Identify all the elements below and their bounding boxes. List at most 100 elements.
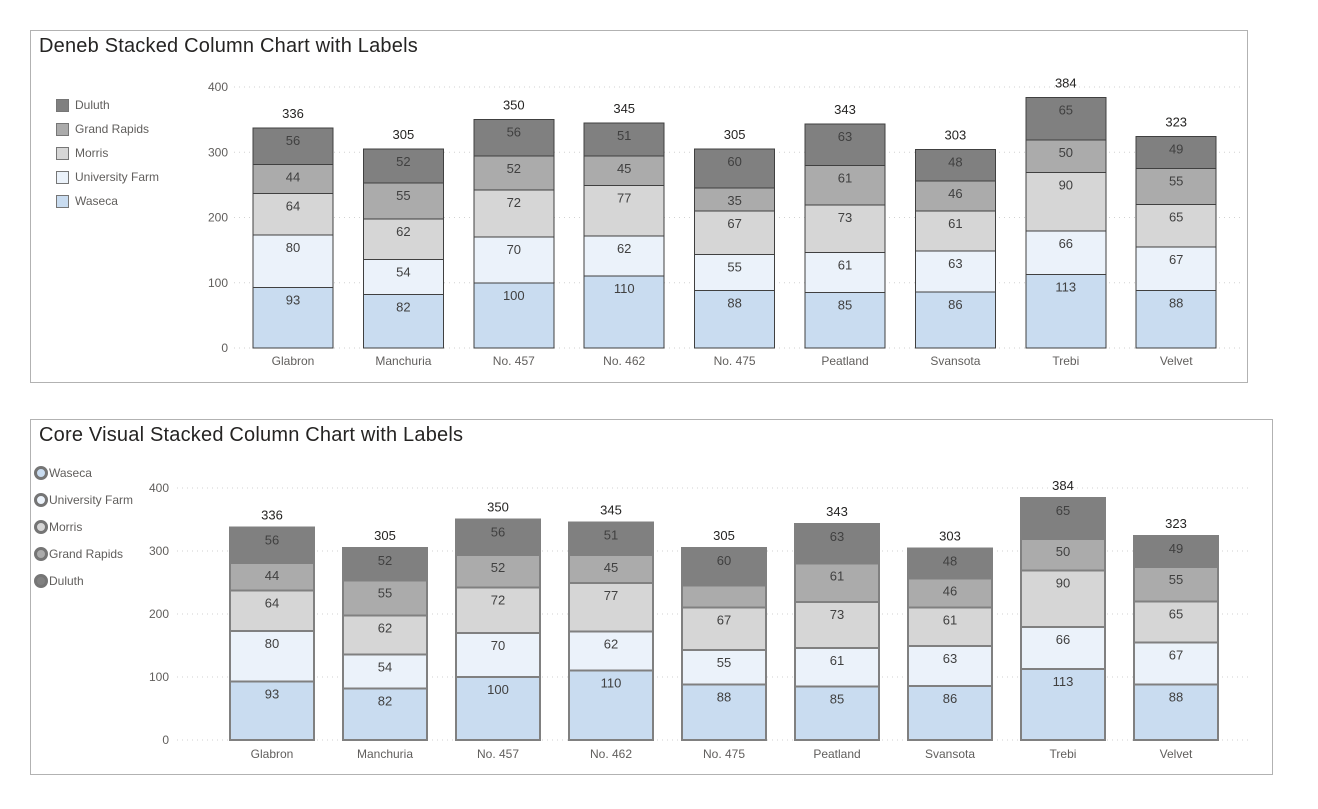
legend-circle-icon xyxy=(34,547,48,561)
bar-segment-duluth-no-457[interactable] xyxy=(473,119,555,157)
bar-segment-waseca-no-462[interactable] xyxy=(583,275,665,349)
bar-segment-waseca-velvet[interactable] xyxy=(1133,683,1219,741)
bar-segment-waseca-no-475[interactable] xyxy=(694,290,776,349)
segment-label: 80 xyxy=(286,240,300,255)
segment-label: 82 xyxy=(378,693,392,708)
bar-segment-waseca-no-457[interactable] xyxy=(473,282,555,349)
bar-segment-university-farm-velvet[interactable] xyxy=(1133,641,1219,686)
bar-segment-morris-velvet[interactable] xyxy=(1133,600,1219,644)
bar-segment-university-farm-no-475[interactable] xyxy=(694,254,776,292)
bar-segment-morris-svansota[interactable] xyxy=(914,210,996,252)
bar-segment-grand-rapids-peatland[interactable] xyxy=(804,164,886,206)
legend-item-waseca[interactable]: Waseca xyxy=(56,194,118,208)
legend-item-duluth[interactable]: Duluth xyxy=(34,574,84,588)
bar-segment-morris-no-462[interactable] xyxy=(568,582,654,633)
segment-label: 88 xyxy=(1169,690,1183,705)
bar-segment-university-farm-glabron[interactable] xyxy=(229,630,315,683)
bar-segment-duluth-no-462[interactable] xyxy=(583,122,665,157)
bar-segment-waseca-no-457[interactable] xyxy=(455,676,541,741)
bar-segment-waseca-manchuria[interactable] xyxy=(342,687,428,741)
bar-segment-morris-peatland[interactable] xyxy=(794,601,880,650)
bar-segment-duluth-trebi[interactable] xyxy=(1025,96,1107,141)
bar-segment-duluth-velvet[interactable] xyxy=(1135,136,1217,170)
legend-item-waseca[interactable]: Waseca xyxy=(34,466,92,480)
bar-segment-duluth-manchuria[interactable] xyxy=(362,148,444,184)
bar-segment-grand-rapids-glabron[interactable] xyxy=(229,561,315,592)
bar-segment-duluth-svansota[interactable] xyxy=(907,547,993,580)
bar-segment-duluth-svansota[interactable] xyxy=(914,149,996,182)
segment-label: 50 xyxy=(1059,145,1073,160)
bar-segment-morris-no-475[interactable] xyxy=(694,210,776,256)
bar-segment-grand-rapids-trebi[interactable] xyxy=(1020,538,1106,572)
bar-segment-grand-rapids-trebi[interactable] xyxy=(1025,139,1107,173)
bar-segment-waseca-peatland[interactable] xyxy=(804,292,886,349)
deneb-legend: Duluth Grand Rapids Morris University Farm W… xyxy=(31,31,1247,382)
bar-segment-morris-svansota[interactable] xyxy=(907,606,993,648)
bar-segment-duluth-peatland[interactable] xyxy=(804,123,886,166)
bar-segment-university-farm-svansota[interactable] xyxy=(914,250,996,293)
legend-item-morris[interactable]: Morris xyxy=(56,146,108,160)
legend-item-university-farm[interactable]: University Farm xyxy=(56,170,159,184)
segment-label: 64 xyxy=(286,198,300,213)
bar-segment-grand-rapids-no-457[interactable] xyxy=(473,155,555,191)
bar-segment-morris-manchuria[interactable] xyxy=(362,218,444,260)
core-visual-card[interactable]: Core Visual Stacked Column Chart with La… xyxy=(30,419,1273,775)
bar-segment-duluth-glabron[interactable] xyxy=(252,127,334,166)
bar-segment-university-farm-manchuria[interactable] xyxy=(362,258,444,295)
legend-item-university-farm[interactable]: University Farm xyxy=(34,493,133,507)
bar-segment-university-farm-velvet[interactable] xyxy=(1135,246,1217,292)
segment-label: 67 xyxy=(717,613,731,628)
bar-segment-morris-glabron[interactable] xyxy=(229,589,315,633)
bar-segment-grand-rapids-manchuria[interactable] xyxy=(342,579,428,617)
legend-item-morris[interactable]: Morris xyxy=(34,520,82,534)
bar-segment-waseca-svansota[interactable] xyxy=(914,291,996,349)
bar-segment-waseca-trebi[interactable] xyxy=(1020,667,1106,741)
bar-segment-university-farm-glabron[interactable] xyxy=(252,234,334,288)
bar-segment-morris-no-475[interactable] xyxy=(681,606,767,651)
bar-segment-duluth-trebi[interactable] xyxy=(1020,497,1106,541)
bar-segment-morris-glabron[interactable] xyxy=(252,192,334,236)
bar-segment-morris-no-462[interactable] xyxy=(583,185,665,237)
bar-segment-university-farm-trebi[interactable] xyxy=(1020,626,1106,670)
bar-segment-waseca-glabron[interactable] xyxy=(229,680,315,742)
bar-segment-morris-no-457[interactable] xyxy=(455,586,541,634)
legend-circle-icon xyxy=(34,520,48,534)
bar-segment-university-farm-trebi[interactable] xyxy=(1025,230,1107,275)
bar-segment-waseca-trebi[interactable] xyxy=(1025,273,1107,349)
bar-segment-duluth-no-462[interactable] xyxy=(568,521,654,556)
bar-segment-waseca-manchuria[interactable] xyxy=(362,293,444,349)
bar-segment-morris-trebi[interactable] xyxy=(1025,171,1107,232)
bar-segment-university-farm-no-457[interactable] xyxy=(473,236,555,284)
bar-segment-grand-rapids-glabron[interactable] xyxy=(252,164,334,194)
legend-circle-icon xyxy=(34,493,48,507)
bar-segment-university-farm-peatland[interactable] xyxy=(794,647,880,688)
bar-segment-duluth-no-475[interactable] xyxy=(681,546,767,587)
bar-segment-duluth-peatland[interactable] xyxy=(794,522,880,565)
bar-segment-duluth-no-475[interactable] xyxy=(694,148,776,189)
bar-segment-morris-trebi[interactable] xyxy=(1020,569,1106,629)
deneb-visual-card[interactable]: Deneb Stacked Column Chart with Labels D… xyxy=(30,30,1248,383)
bar-segment-waseca-no-462[interactable] xyxy=(568,669,654,741)
bar-segment-grand-rapids-velvet[interactable] xyxy=(1135,168,1217,205)
segment-label: 85 xyxy=(830,691,844,706)
bar-segment-duluth-no-457[interactable] xyxy=(455,518,541,556)
bar-segment-duluth-glabron[interactable] xyxy=(229,526,315,564)
bar-segment-university-farm-no-457[interactable] xyxy=(455,631,541,678)
legend-item-duluth[interactable]: Duluth xyxy=(56,98,110,112)
bar-segment-grand-rapids-manchuria[interactable] xyxy=(362,182,444,220)
bar-segment-morris-velvet[interactable] xyxy=(1135,203,1217,248)
bar-segment-morris-no-457[interactable] xyxy=(473,189,555,238)
bar-segment-duluth-manchuria[interactable] xyxy=(342,546,428,582)
bar-segment-university-farm-no-462[interactable] xyxy=(583,235,665,277)
bar-segment-duluth-velvet[interactable] xyxy=(1133,534,1219,568)
bar-segment-grand-rapids-no-475[interactable] xyxy=(681,584,767,609)
legend-item-grand-rapids[interactable]: Grand Rapids xyxy=(34,547,123,561)
bar-segment-grand-rapids-svansota[interactable] xyxy=(914,180,996,212)
bar-segment-waseca-svansota[interactable] xyxy=(907,684,993,742)
segment-label: 61 xyxy=(943,613,957,628)
bar-segment-grand-rapids-no-462[interactable] xyxy=(568,553,654,585)
bar-segment-university-farm-no-462[interactable] xyxy=(568,630,654,672)
bar-segment-grand-rapids-velvet[interactable] xyxy=(1133,565,1219,603)
bar-segment-morris-manchuria[interactable] xyxy=(342,614,428,656)
legend-item-grand-rapids[interactable]: Grand Rapids xyxy=(56,122,149,136)
